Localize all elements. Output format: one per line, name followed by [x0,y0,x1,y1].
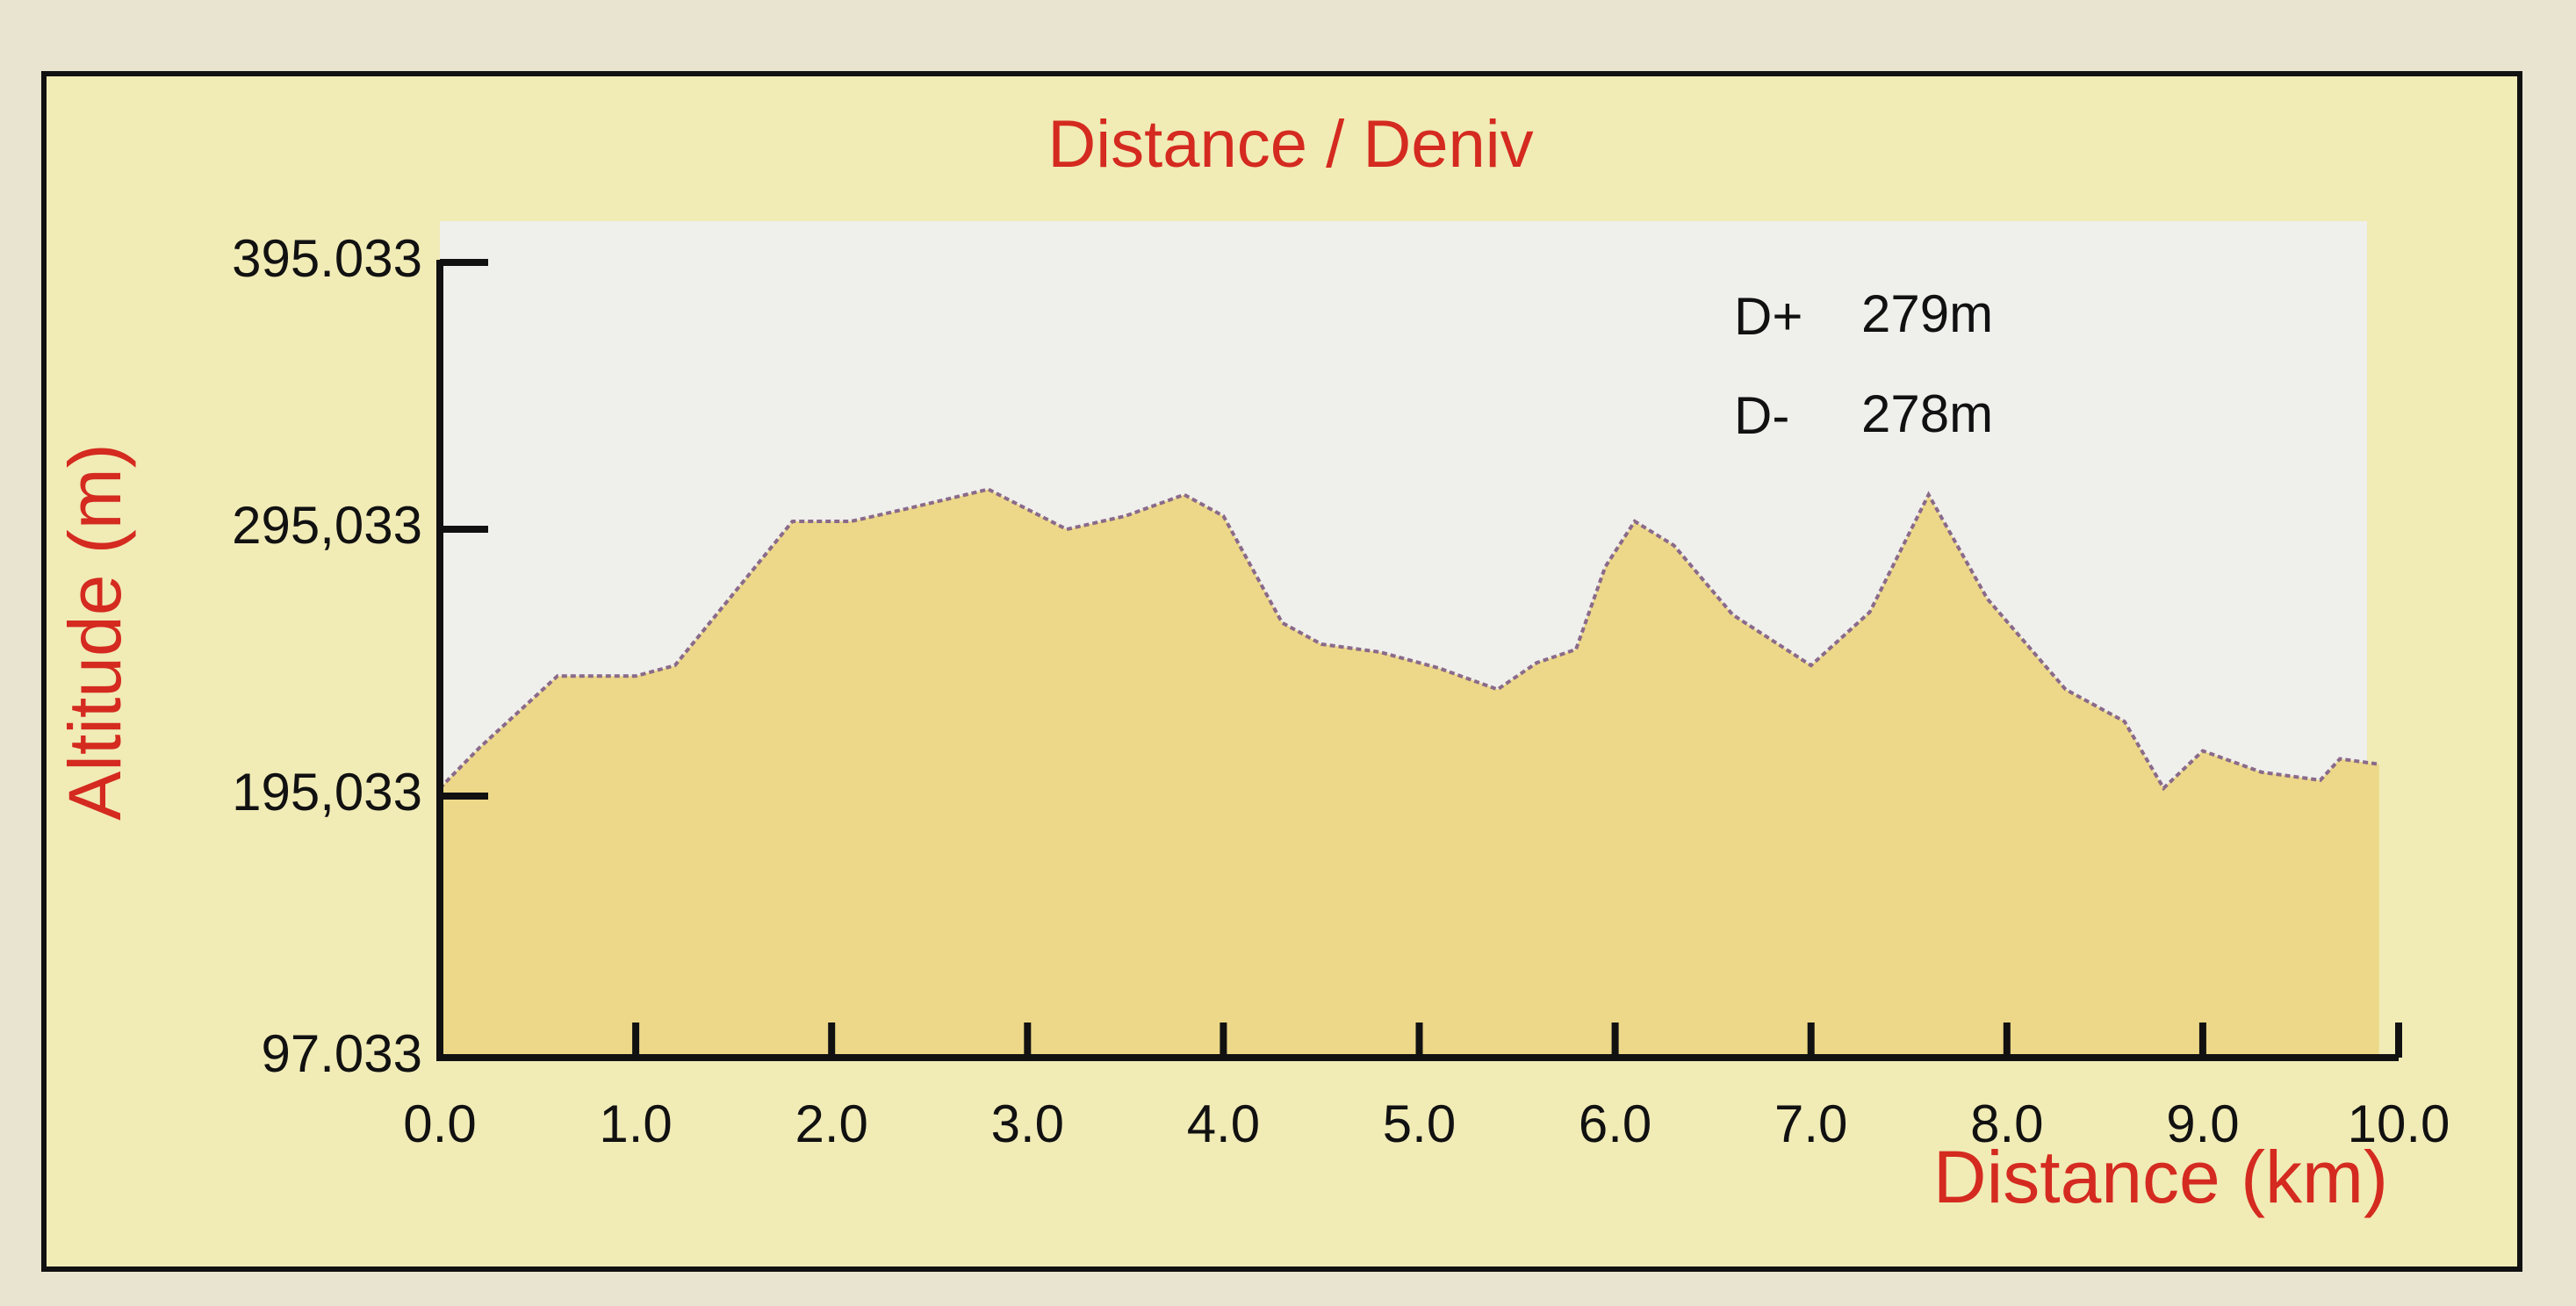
x-axis-label: Distance (km) [1933,1136,2388,1218]
x-tick-label: 9.0 [2166,1094,2239,1153]
y-tick-label: 295,033 [232,496,422,555]
line [438,487,2379,792]
x-tick-label: 8.0 [1970,1094,2043,1153]
y-tick-label: 195,033 [232,763,422,822]
x-tick-label: 0.0 [403,1094,476,1153]
annotation: 278m [1861,384,1993,443]
x-tick-label: 4.0 [1187,1094,1260,1153]
annotation: D- [1734,386,1789,445]
area [440,489,2379,1058]
x-tick-label: 6.0 [1579,1094,1651,1153]
chart-title: Distance / Deniv [1047,107,1533,182]
annotation: 279m [1861,284,1993,343]
x-tick-label: 7.0 [1774,1094,1847,1153]
y-axis-label: Altitude (m) [54,443,136,820]
annotation: D+ [1734,287,1802,346]
x-tick-label: 5.0 [1383,1094,1456,1153]
y-tick-label: 395.033 [232,229,422,288]
y-tick-label: 97.033 [261,1024,422,1083]
x-tick-label: 2.0 [795,1094,867,1153]
x-tick-label: 1.0 [599,1094,672,1153]
x-tick-label: 3.0 [991,1094,1064,1153]
x-tick-label: 10.0 [2348,1094,2450,1153]
